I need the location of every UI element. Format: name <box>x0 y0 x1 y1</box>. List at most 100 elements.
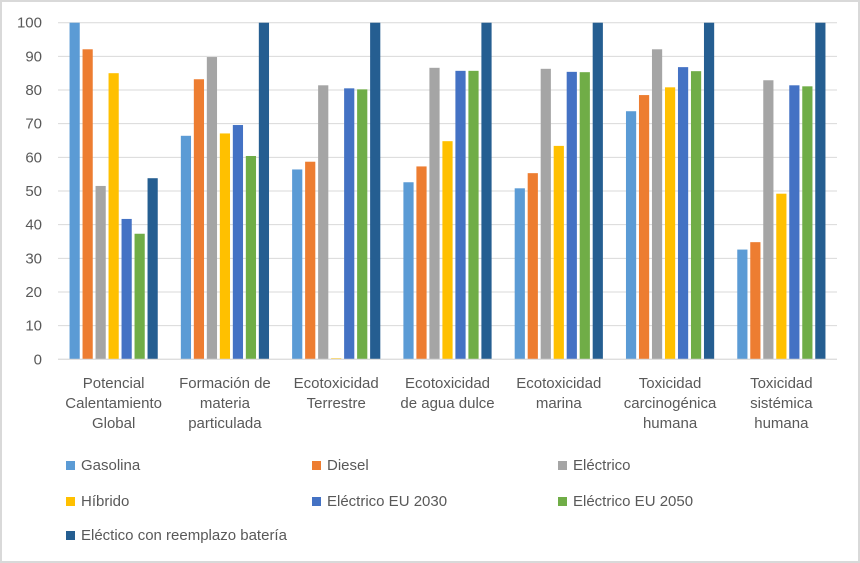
bar <box>344 88 355 360</box>
legend-label: Diesel <box>327 457 369 474</box>
y-tick-label: 100 <box>17 15 42 32</box>
x-category-label-line: Formación de <box>179 375 271 392</box>
x-category-label-line: marina <box>536 395 583 412</box>
legend-item[interactable]: Eléctrico EU 2030 <box>312 493 447 510</box>
bar <box>527 173 538 360</box>
legend-item[interactable]: Diesel <box>312 457 369 474</box>
bar <box>69 22 80 360</box>
y-tick-label: 70 <box>25 116 42 133</box>
legend-item[interactable]: Híbrido <box>66 493 129 510</box>
y-tick-label: 80 <box>25 82 42 99</box>
legend-swatch <box>312 497 321 506</box>
bar <box>331 358 342 360</box>
legend-label: Eléctico con reemplazo batería <box>81 527 287 544</box>
x-category-label-line: sistémica <box>750 395 813 412</box>
x-category-label-line: Calentamiento <box>65 395 162 412</box>
bar <box>134 233 145 360</box>
x-category-label-line: Ecotoxicidad <box>405 375 490 392</box>
bar <box>776 193 787 360</box>
bar <box>219 133 231 360</box>
x-category-label-line: particulada <box>188 415 262 432</box>
legend-item[interactable]: Eléctico con reemplazo batería <box>66 527 287 544</box>
bar <box>147 178 158 360</box>
x-category-label: Potencial Calentamiento Global <box>65 375 162 432</box>
bar <box>429 67 440 360</box>
bar <box>553 145 564 360</box>
x-category-label-line: materia <box>200 395 251 412</box>
bar <box>789 85 800 360</box>
bar <box>737 249 748 360</box>
legend-swatch <box>558 497 567 506</box>
bar <box>481 22 492 360</box>
bar <box>206 57 218 360</box>
bar <box>82 49 93 360</box>
bar <box>802 86 813 360</box>
bar <box>763 80 774 360</box>
x-category-label-line: Global <box>92 415 135 432</box>
legend-label: Eléctrico <box>573 457 631 474</box>
x-category-label: Toxicidad sistémica humana <box>750 375 813 432</box>
bar <box>625 111 637 360</box>
legend-label: Eléctrico EU 2050 <box>573 493 694 510</box>
legend-swatch <box>558 461 567 470</box>
legend-item[interactable]: Eléctrico <box>558 457 631 474</box>
bar <box>664 87 676 360</box>
bar <box>690 71 702 360</box>
x-category-label-line: Toxicidad <box>639 375 702 392</box>
legend-label: Eléctrico EU 2030 <box>327 493 448 510</box>
bar <box>305 161 316 360</box>
bar <box>750 242 761 360</box>
bar <box>121 218 132 360</box>
bar <box>677 67 689 360</box>
bar <box>95 185 106 360</box>
bar <box>651 49 663 360</box>
x-category-label: Formación de materia particulada <box>179 375 271 432</box>
bar <box>815 22 826 360</box>
bar <box>357 89 368 360</box>
legend-swatch <box>66 531 75 540</box>
x-category-label: Ecotoxicidad de agua dulce <box>400 375 494 412</box>
y-tick-label: 0 <box>34 351 42 368</box>
bar <box>403 182 414 360</box>
legend-swatch <box>66 497 75 506</box>
x-category-label-line: Ecotoxicidad <box>516 375 601 392</box>
legend-item[interactable]: Gasolina <box>66 457 140 474</box>
legend-label: Gasolina <box>81 457 141 474</box>
x-category-label-line: Potencial <box>83 375 145 392</box>
x-category-label-line: carcinogénica <box>624 395 717 412</box>
bar <box>579 72 590 360</box>
bar <box>468 70 479 360</box>
x-category-label-line: humana <box>754 415 809 432</box>
y-tick-label: 60 <box>25 149 42 166</box>
x-category-label-line: Terrestre <box>307 395 366 412</box>
y-tick-label: 40 <box>25 217 42 234</box>
legend-item[interactable]: Eléctrico EU 2050 <box>558 493 693 510</box>
bar <box>180 135 192 360</box>
x-category-label: Toxicidad carcinogénica humana <box>624 375 717 432</box>
bar <box>318 85 329 360</box>
legend-swatch <box>66 461 75 470</box>
bar <box>416 166 427 360</box>
x-category-label-line: Toxicidad <box>750 375 813 392</box>
legend-swatch <box>312 461 321 470</box>
bar <box>514 188 525 360</box>
y-tick-label: 50 <box>25 183 42 200</box>
bar <box>258 22 270 360</box>
bar <box>232 125 244 360</box>
bar <box>703 22 715 360</box>
x-category-label-line: humana <box>643 415 698 432</box>
x-category-label: Ecotoxicidad Terrestre <box>294 375 379 412</box>
y-tick-label: 90 <box>25 48 42 65</box>
bar <box>108 73 119 360</box>
bar <box>292 169 303 360</box>
bar <box>540 68 551 360</box>
bar <box>193 79 205 360</box>
y-tick-label: 30 <box>25 250 42 267</box>
x-category-label-line: de agua dulce <box>400 395 494 412</box>
bar <box>370 22 381 360</box>
bar <box>592 22 603 360</box>
y-tick-label: 20 <box>25 284 42 301</box>
bar <box>455 70 466 360</box>
